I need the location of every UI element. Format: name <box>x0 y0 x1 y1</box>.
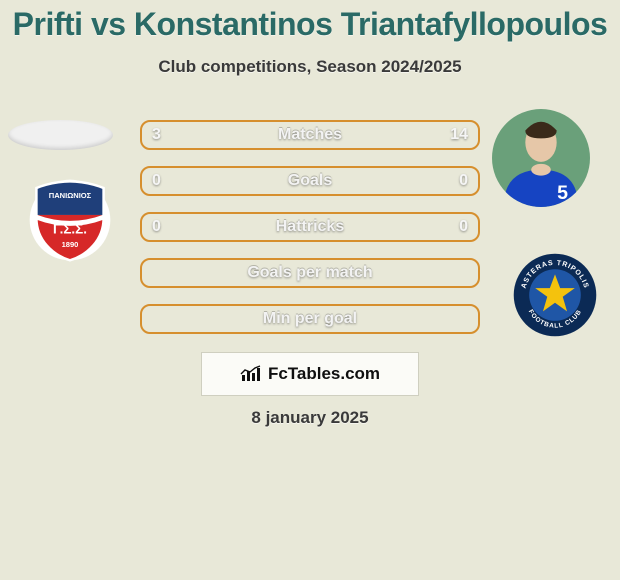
stat-label: Goals <box>142 172 478 190</box>
club-left-text-top: ΠΑΝΙΩΝΙΟΣ <box>49 191 92 200</box>
stat-label: Matches <box>142 126 478 144</box>
date-text: 8 january 2025 <box>0 408 620 428</box>
club-right-badge: ASTERAS TRIPOLIS FOOTBALL CLUB <box>512 252 598 338</box>
stat-row-min-per-goal: Min per goal <box>140 304 480 334</box>
stat-row-hattricks: 0 Hattricks 0 <box>140 212 480 242</box>
stat-label: Goals per match <box>142 264 478 282</box>
stat-left-value: 0 <box>152 172 172 190</box>
subtitle: Club competitions, Season 2024/2025 <box>0 57 620 77</box>
player-left-avatar-placeholder <box>8 120 113 150</box>
club-left-text-mid: Γ.Σ.Σ. <box>53 221 87 236</box>
chart-icon <box>240 365 262 383</box>
stats-panel: 3 Matches 14 0 Goals 0 0 Hattricks 0 Goa… <box>140 120 480 350</box>
club-left-badge: ΠΑΝΙΩΝΙΟΣ Γ.Σ.Σ. 1890 <box>28 178 112 262</box>
page-title: Prifti vs Konstantinos Triantafyllopoulo… <box>0 6 620 43</box>
branding-text: FcTables.com <box>268 364 380 384</box>
stat-left-value: 0 <box>152 218 172 236</box>
jersey-number: 5 <box>557 182 568 204</box>
branding-box: FcTables.com <box>201 352 419 396</box>
club-left-year: 1890 <box>62 240 79 249</box>
player-right-avatar: 5 <box>492 109 590 207</box>
stat-label: Min per goal <box>142 310 478 328</box>
stat-right-value: 0 <box>448 218 468 236</box>
stat-right-value: 0 <box>448 172 468 190</box>
stat-row-goals-per-match: Goals per match <box>140 258 480 288</box>
stat-right-value: 14 <box>448 126 468 144</box>
stat-label: Hattricks <box>142 218 478 236</box>
stat-row-matches: 3 Matches 14 <box>140 120 480 150</box>
stat-row-goals: 0 Goals 0 <box>140 166 480 196</box>
stat-left-value: 3 <box>152 126 172 144</box>
